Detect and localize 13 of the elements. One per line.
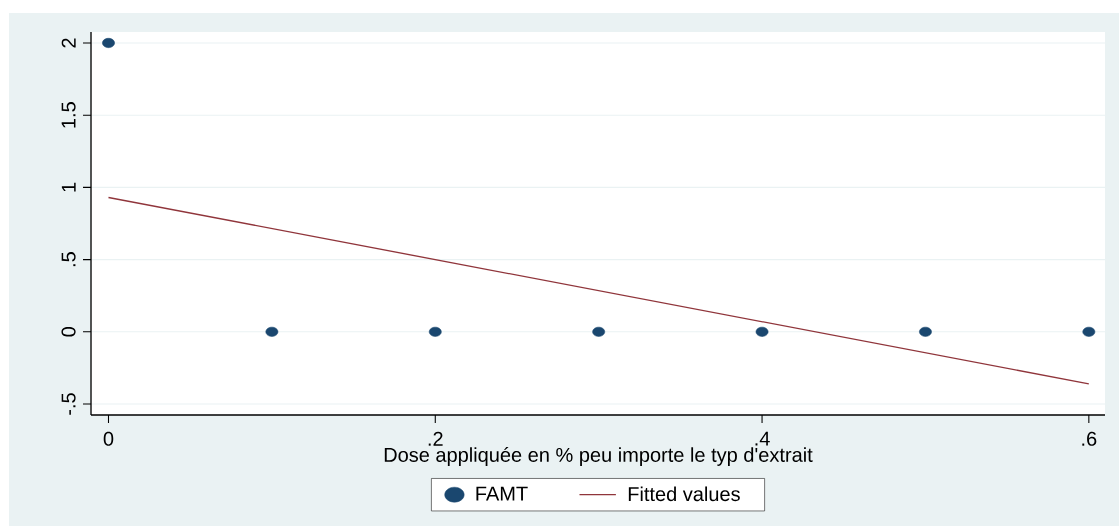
x-axis-title: Dose appliquée en % peu importe le typ d'extrait <box>384 447 813 466</box>
x-tick-label: 0 <box>103 431 114 446</box>
x-tick-label: .4 <box>755 431 770 446</box>
y-tick-label: 0 <box>61 327 76 337</box>
y-tick-label: 2 <box>61 38 76 48</box>
legend-label: FAMT <box>476 486 528 501</box>
x-tick-label: .6 <box>1082 431 1097 446</box>
y-tick-label: 1.5 <box>61 102 76 128</box>
x-tick-label: .2 <box>428 431 443 446</box>
y-tick-label: -.5 <box>61 393 76 415</box>
y-tick-label: .5 <box>61 252 76 267</box>
y-tick-label: 1 <box>61 182 76 192</box>
legend-label: Fitted values <box>628 486 740 502</box>
